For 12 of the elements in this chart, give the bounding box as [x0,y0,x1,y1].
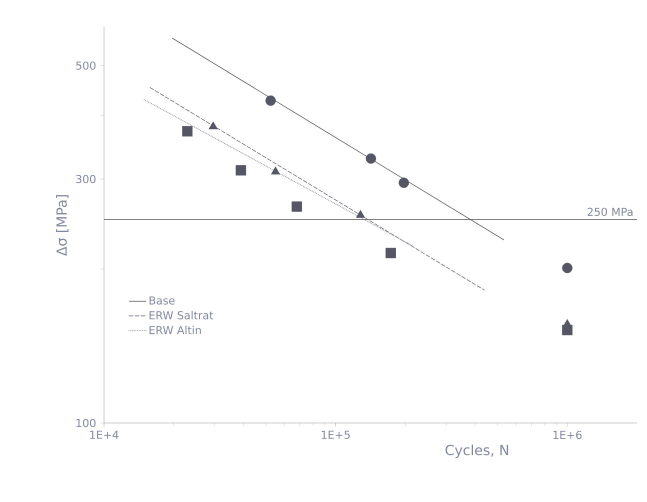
legend-label: ERW Saltrat [150,310,214,320]
x-axis-title: Cycles, N [446,444,508,458]
ref-line-label: 250 MPa [588,208,632,216]
y-tick-label: 500 [76,61,96,70]
x-tick-label: 1E+6 [553,430,582,440]
y-tick-label: 100 [76,418,96,428]
y-axis-title: Δσ [MPa] [56,195,68,256]
legend-label: ERW Altin [150,326,201,334]
y-tick-label: 300 [76,174,96,184]
x-tick-label: 1E+4 [90,430,118,439]
legend-label: Base [150,296,175,305]
x-tick-label: 1E+5 [322,430,350,439]
